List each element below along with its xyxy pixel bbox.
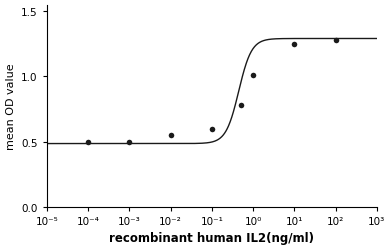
Point [291,42,298,46]
X-axis label: recombinant human IL2(ng/ml): recombinant human IL2(ng/ml) [109,232,314,244]
Point [126,140,133,144]
Point [237,104,244,108]
Point [250,74,256,78]
Point [167,134,174,138]
Point [209,127,215,131]
Point [332,39,339,43]
Point [85,140,91,144]
Y-axis label: mean OD value: mean OD value [5,63,16,150]
